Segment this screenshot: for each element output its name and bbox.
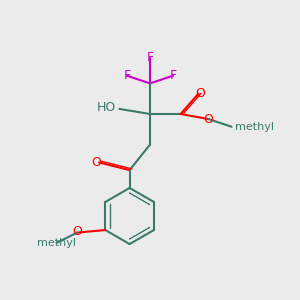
- Text: O: O: [195, 87, 205, 100]
- Text: methyl: methyl: [38, 238, 76, 248]
- Text: HO: HO: [97, 101, 116, 114]
- Text: F: F: [169, 69, 176, 82]
- Text: F: F: [124, 69, 130, 82]
- Text: O: O: [91, 156, 101, 169]
- Text: methyl: methyl: [235, 122, 274, 132]
- Text: O: O: [72, 225, 82, 238]
- Text: F: F: [146, 51, 154, 64]
- Text: O: O: [204, 112, 214, 126]
